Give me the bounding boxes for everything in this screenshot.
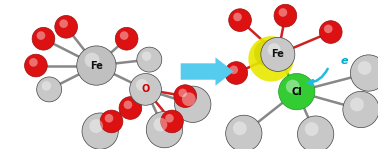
Ellipse shape bbox=[161, 110, 183, 133]
Ellipse shape bbox=[248, 36, 294, 82]
Ellipse shape bbox=[119, 97, 142, 119]
Ellipse shape bbox=[274, 4, 297, 27]
Ellipse shape bbox=[174, 85, 197, 107]
Ellipse shape bbox=[182, 92, 196, 106]
Ellipse shape bbox=[261, 37, 295, 71]
Ellipse shape bbox=[130, 73, 161, 105]
Ellipse shape bbox=[105, 114, 113, 123]
Ellipse shape bbox=[175, 86, 211, 122]
Ellipse shape bbox=[55, 15, 77, 38]
Ellipse shape bbox=[268, 43, 280, 56]
Ellipse shape bbox=[137, 47, 162, 72]
Ellipse shape bbox=[350, 55, 378, 91]
Ellipse shape bbox=[59, 19, 68, 28]
Ellipse shape bbox=[37, 31, 45, 40]
Ellipse shape bbox=[82, 113, 118, 149]
Ellipse shape bbox=[279, 8, 287, 17]
Text: Fe: Fe bbox=[271, 49, 284, 59]
Ellipse shape bbox=[146, 111, 183, 148]
Ellipse shape bbox=[142, 51, 151, 61]
Text: Cl: Cl bbox=[291, 87, 302, 97]
Ellipse shape bbox=[37, 77, 62, 102]
Ellipse shape bbox=[77, 46, 116, 85]
Ellipse shape bbox=[226, 115, 262, 149]
Ellipse shape bbox=[153, 118, 167, 131]
Ellipse shape bbox=[229, 66, 238, 74]
Ellipse shape bbox=[89, 119, 103, 133]
Ellipse shape bbox=[358, 61, 372, 75]
Ellipse shape bbox=[350, 98, 364, 111]
Ellipse shape bbox=[233, 121, 247, 135]
Text: e: e bbox=[340, 56, 348, 66]
Ellipse shape bbox=[32, 27, 55, 50]
Ellipse shape bbox=[115, 27, 138, 50]
Ellipse shape bbox=[229, 9, 251, 31]
Ellipse shape bbox=[136, 79, 148, 91]
Ellipse shape bbox=[42, 81, 51, 91]
Ellipse shape bbox=[29, 58, 38, 67]
Ellipse shape bbox=[324, 25, 333, 33]
Ellipse shape bbox=[120, 31, 129, 40]
Ellipse shape bbox=[297, 116, 334, 149]
Text: O: O bbox=[141, 84, 150, 94]
Ellipse shape bbox=[286, 80, 300, 93]
Ellipse shape bbox=[165, 114, 174, 123]
Ellipse shape bbox=[124, 101, 132, 109]
Ellipse shape bbox=[100, 110, 123, 133]
Ellipse shape bbox=[225, 62, 248, 84]
Ellipse shape bbox=[319, 21, 342, 43]
Ellipse shape bbox=[305, 122, 319, 136]
FancyArrowPatch shape bbox=[308, 69, 328, 85]
Ellipse shape bbox=[233, 13, 242, 21]
Ellipse shape bbox=[85, 53, 99, 67]
Polygon shape bbox=[181, 57, 234, 86]
Ellipse shape bbox=[254, 40, 280, 66]
Text: Fe: Fe bbox=[90, 60, 103, 71]
Ellipse shape bbox=[178, 89, 187, 97]
Ellipse shape bbox=[279, 73, 315, 110]
Ellipse shape bbox=[25, 54, 47, 77]
Ellipse shape bbox=[343, 91, 378, 128]
